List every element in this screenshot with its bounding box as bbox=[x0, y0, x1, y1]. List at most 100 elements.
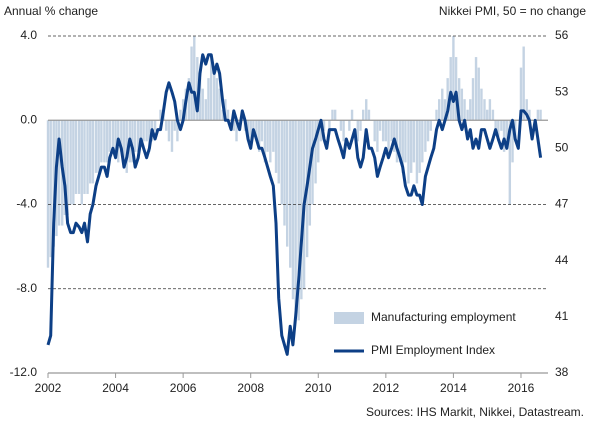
bar bbox=[342, 120, 345, 142]
bar bbox=[94, 120, 98, 173]
bar bbox=[339, 120, 343, 131]
bar bbox=[266, 120, 269, 152]
bar bbox=[483, 99, 486, 121]
bar bbox=[505, 120, 508, 142]
bar bbox=[170, 120, 174, 152]
bar bbox=[226, 109, 230, 121]
bar bbox=[387, 120, 390, 152]
bar bbox=[218, 88, 221, 121]
bar bbox=[269, 120, 272, 163]
bar bbox=[179, 109, 182, 121]
bar bbox=[401, 120, 404, 173]
y2-tick-label: 53 bbox=[555, 84, 569, 98]
bar bbox=[145, 120, 148, 142]
bar bbox=[528, 109, 531, 121]
bar bbox=[193, 36, 196, 121]
bar bbox=[280, 120, 283, 205]
bar bbox=[100, 120, 103, 163]
bar bbox=[97, 120, 100, 173]
legend-swatch bbox=[334, 312, 364, 324]
bar bbox=[474, 57, 478, 121]
bar bbox=[167, 120, 171, 142]
bar bbox=[328, 120, 331, 131]
x-tick-label: 2016 bbox=[508, 381, 535, 395]
bar bbox=[519, 67, 523, 121]
x-tick-label: 2012 bbox=[372, 381, 399, 395]
bar bbox=[255, 120, 258, 142]
x-tick-label: 2014 bbox=[440, 381, 467, 395]
bar bbox=[173, 120, 176, 131]
bar bbox=[142, 120, 145, 142]
bar bbox=[120, 120, 123, 152]
bar bbox=[89, 120, 92, 184]
bar bbox=[105, 120, 109, 163]
bar bbox=[497, 120, 500, 142]
y2-tick-label: 56 bbox=[555, 28, 569, 42]
bar bbox=[260, 120, 264, 142]
bar bbox=[131, 120, 134, 163]
bar bbox=[103, 120, 106, 163]
y-axis-title: Annual % change bbox=[4, 4, 98, 18]
bar bbox=[415, 120, 419, 184]
bar bbox=[449, 57, 452, 121]
bar bbox=[300, 120, 303, 300]
bar bbox=[83, 120, 86, 194]
bar bbox=[393, 120, 396, 152]
y-tick-label: -8.0 bbox=[16, 281, 37, 295]
bar bbox=[331, 109, 334, 121]
y2-tick-label: 44 bbox=[555, 253, 569, 267]
bar bbox=[272, 120, 275, 152]
bar bbox=[441, 88, 444, 121]
bar bbox=[111, 120, 115, 152]
bar bbox=[426, 120, 430, 142]
bar bbox=[367, 109, 371, 121]
bar bbox=[125, 120, 128, 173]
bar bbox=[359, 120, 362, 131]
x-tick-label: 2002 bbox=[35, 381, 62, 395]
bar bbox=[198, 78, 202, 121]
bar bbox=[494, 120, 497, 131]
bar bbox=[381, 120, 385, 142]
bar bbox=[443, 99, 447, 121]
bar bbox=[207, 78, 210, 121]
bar bbox=[297, 120, 300, 321]
bar bbox=[52, 120, 55, 247]
bar bbox=[536, 109, 540, 121]
x-tick-label: 2004 bbox=[102, 381, 129, 395]
bar bbox=[153, 120, 157, 131]
bar bbox=[72, 120, 75, 205]
bar bbox=[291, 120, 295, 300]
bar bbox=[277, 120, 280, 184]
bar bbox=[213, 67, 216, 121]
bar bbox=[429, 120, 432, 131]
bar bbox=[274, 120, 278, 173]
bar bbox=[424, 120, 427, 152]
bar bbox=[412, 120, 416, 163]
bar bbox=[454, 57, 458, 121]
y-tick-label: 0.0 bbox=[20, 112, 37, 126]
bar bbox=[522, 46, 525, 121]
bar bbox=[511, 120, 514, 163]
bar bbox=[319, 120, 323, 142]
bar bbox=[122, 120, 126, 163]
bar bbox=[159, 109, 162, 121]
y-tick-label: 4.0 bbox=[20, 28, 37, 42]
bar bbox=[362, 109, 365, 121]
bar bbox=[80, 120, 83, 205]
bar bbox=[466, 109, 469, 121]
source-note: Sources: IHS Markit, Nikkei, Datastream. bbox=[366, 405, 584, 419]
legend-label: PMI Employment Index bbox=[371, 343, 495, 357]
bar bbox=[390, 120, 393, 142]
bar bbox=[502, 120, 506, 152]
bar bbox=[91, 120, 95, 184]
bar bbox=[252, 120, 255, 131]
x-tick-label: 2010 bbox=[305, 381, 332, 395]
bar bbox=[446, 78, 449, 121]
bar bbox=[378, 120, 382, 131]
bar bbox=[204, 99, 207, 121]
bar bbox=[311, 120, 314, 205]
bar bbox=[471, 78, 475, 121]
line bbox=[46, 53, 543, 356]
y2-tick-label: 50 bbox=[555, 141, 569, 155]
